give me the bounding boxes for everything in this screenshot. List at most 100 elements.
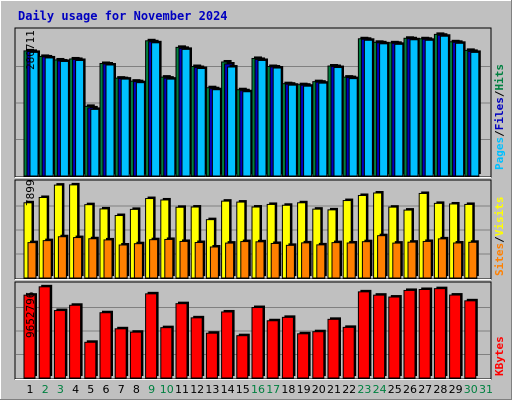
hits-bar-pages-day-23: [363, 38, 375, 177]
hits-bar-pages-day-18-fill: [287, 84, 297, 177]
day-label: 27: [418, 383, 432, 396]
hits-bar-pages-day-26-fill: [409, 39, 419, 177]
kbytes-bar-kbytes-day-25-fill: [388, 296, 401, 379]
day-label: 23: [357, 383, 371, 396]
kbytes-bar-kbytes-day-22-fill: [342, 326, 355, 379]
kbytes-bar-kbytes-day-20: [312, 329, 326, 379]
kbytes-bar-kbytes-day-21-fill: [327, 318, 340, 379]
kbytes-bar-kbytes-day-30-fill: [464, 300, 477, 379]
kbytes-bar-kbytes-day-22: [342, 325, 357, 379]
day-label: 14: [221, 383, 235, 396]
day-label: 9: [148, 383, 155, 396]
kbytes-bar-kbytes-day-9-fill: [145, 293, 158, 379]
hits-bar-pages-day-30-fill: [470, 51, 480, 177]
hits-bar-pages-day-22: [348, 76, 360, 177]
visits-bar-sites-day-18-fill: [285, 244, 295, 279]
hits-bar-pages-day-25: [394, 42, 405, 177]
hits-bar-pages-day-6: [105, 63, 116, 177]
kbytes-bar-kbytes-day-27: [418, 287, 433, 379]
day-label: 13: [205, 383, 219, 396]
kbytes-bar-kbytes-day-30: [464, 298, 478, 379]
visits-panel: 7899 Sites/Visits: [14, 179, 506, 280]
kbytes-bar-kbytes-day-11-fill: [175, 303, 188, 379]
day-label: 26: [403, 383, 417, 396]
hits-bar-pages-day-3: [59, 59, 71, 177]
visits-bar-sites-day-1-fill: [27, 242, 37, 279]
visits-bar-sites-day-22: [346, 240, 358, 279]
hits-bar-pages-day-28: [439, 34, 451, 177]
visits-bar-sites-day-10: [164, 237, 175, 279]
visits-bar-sites-day-29: [453, 240, 464, 279]
visits-bar-sites-day-23: [361, 239, 373, 279]
hits-bar-pages-day-23-fill: [363, 39, 373, 177]
day-label: 31: [479, 383, 493, 396]
visits-bar-sites-day-19: [301, 240, 312, 279]
day-label: 19: [297, 383, 311, 396]
visits-bar-sites-day-17-fill: [270, 242, 280, 279]
kbytes-bars: [23, 284, 478, 379]
kbytes-bar-kbytes-day-3-fill: [53, 310, 66, 379]
hits-bar-pages-day-18: [287, 83, 299, 177]
day-label: 24: [373, 383, 387, 396]
hits-bar-pages-day-14-fill: [227, 66, 237, 177]
kbytes-bar-kbytes-day-29-fill: [449, 294, 462, 379]
kbytes-bar-kbytes-day-13: [205, 331, 220, 379]
hits-bar-pages-day-1: [29, 50, 40, 177]
visits-bar-sites-day-13: [209, 244, 221, 279]
hits-bar-pages-day-14: [227, 65, 238, 177]
hits-bar-pages-day-16-fill: [257, 59, 267, 177]
kbytes-bar-kbytes-day-4-fill: [69, 304, 82, 379]
kbytes-bar-kbytes-day-10: [160, 325, 174, 379]
day-label: 18: [281, 383, 295, 396]
visits-bar-sites-day-12: [194, 240, 206, 279]
legend-part: Pages: [493, 137, 506, 170]
visits-bars: [23, 182, 479, 279]
day-label: 29: [449, 383, 463, 396]
kbytes-bar-kbytes-day-11: [175, 301, 189, 379]
kbytes-bar-kbytes-day-3: [53, 308, 68, 379]
hits-bar-pages-day-17-fill: [272, 67, 282, 177]
hits-bar-pages-day-9-fill: [151, 42, 161, 177]
legend-part: Visits: [493, 197, 506, 237]
kbytes-bar-kbytes-day-6: [99, 310, 113, 379]
visits-bar-sites-day-30: [468, 240, 479, 279]
kbytes-bar-kbytes-day-28-fill: [433, 288, 446, 379]
kbytes-bar-kbytes-day-24: [373, 293, 387, 379]
hits-bar-pages-day-4: [75, 58, 86, 177]
day-label: 2: [42, 383, 49, 396]
visits-bar-sites-day-7-fill: [118, 244, 128, 279]
legend-part: KBytes: [493, 336, 506, 376]
kbytes-bar-kbytes-day-27-fill: [418, 288, 431, 379]
kbytes-bar-kbytes-day-17: [266, 318, 281, 379]
hits-bar-pages-day-7: [120, 77, 132, 177]
kbytes-bar-kbytes-day-13-fill: [205, 332, 218, 379]
kbytes-max-label: 9652796: [24, 292, 37, 338]
kbytes-bar-kbytes-day-2-fill: [38, 286, 51, 379]
hits-bar-pages-day-22-fill: [348, 78, 358, 177]
visits-bar-sites-day-17: [270, 241, 282, 279]
hits-bars: [23, 32, 481, 177]
visits-bar-sites-day-26-fill: [407, 241, 417, 279]
visits-bar-sites-day-2: [42, 238, 54, 279]
kbytes-bar-kbytes-day-25: [388, 295, 402, 379]
day-label: 30: [464, 383, 478, 396]
visits-bar-sites-day-12-fill: [194, 242, 204, 279]
visits-bar-sites-day-20-fill: [316, 244, 326, 279]
hits-bar-pages-day-13-fill: [211, 89, 221, 177]
day-label: 17: [266, 383, 280, 396]
legend-part: Hits: [493, 64, 506, 91]
day-label: 3: [57, 383, 64, 396]
kbytes-bar-kbytes-day-7: [114, 326, 129, 379]
kbytes-bar-kbytes-day-5-fill: [84, 341, 97, 379]
hits-bar-pages-day-12: [196, 66, 208, 177]
kbytes-bar-kbytes-day-18: [281, 315, 296, 379]
kbytes-bar-kbytes-day-14: [221, 309, 235, 379]
kbytes-bar-kbytes-day-16: [251, 305, 265, 379]
hits-bar-pages-day-19-fill: [303, 85, 313, 177]
hits-bar-pages-day-4-fill: [75, 59, 85, 177]
hits-bar-pages-day-8-fill: [135, 82, 145, 177]
hits-bar-pages-day-3-fill: [59, 60, 69, 177]
kbytes-bar-kbytes-day-26: [403, 288, 417, 379]
kbytes-panel: 9652796 KBytes: [14, 281, 506, 380]
